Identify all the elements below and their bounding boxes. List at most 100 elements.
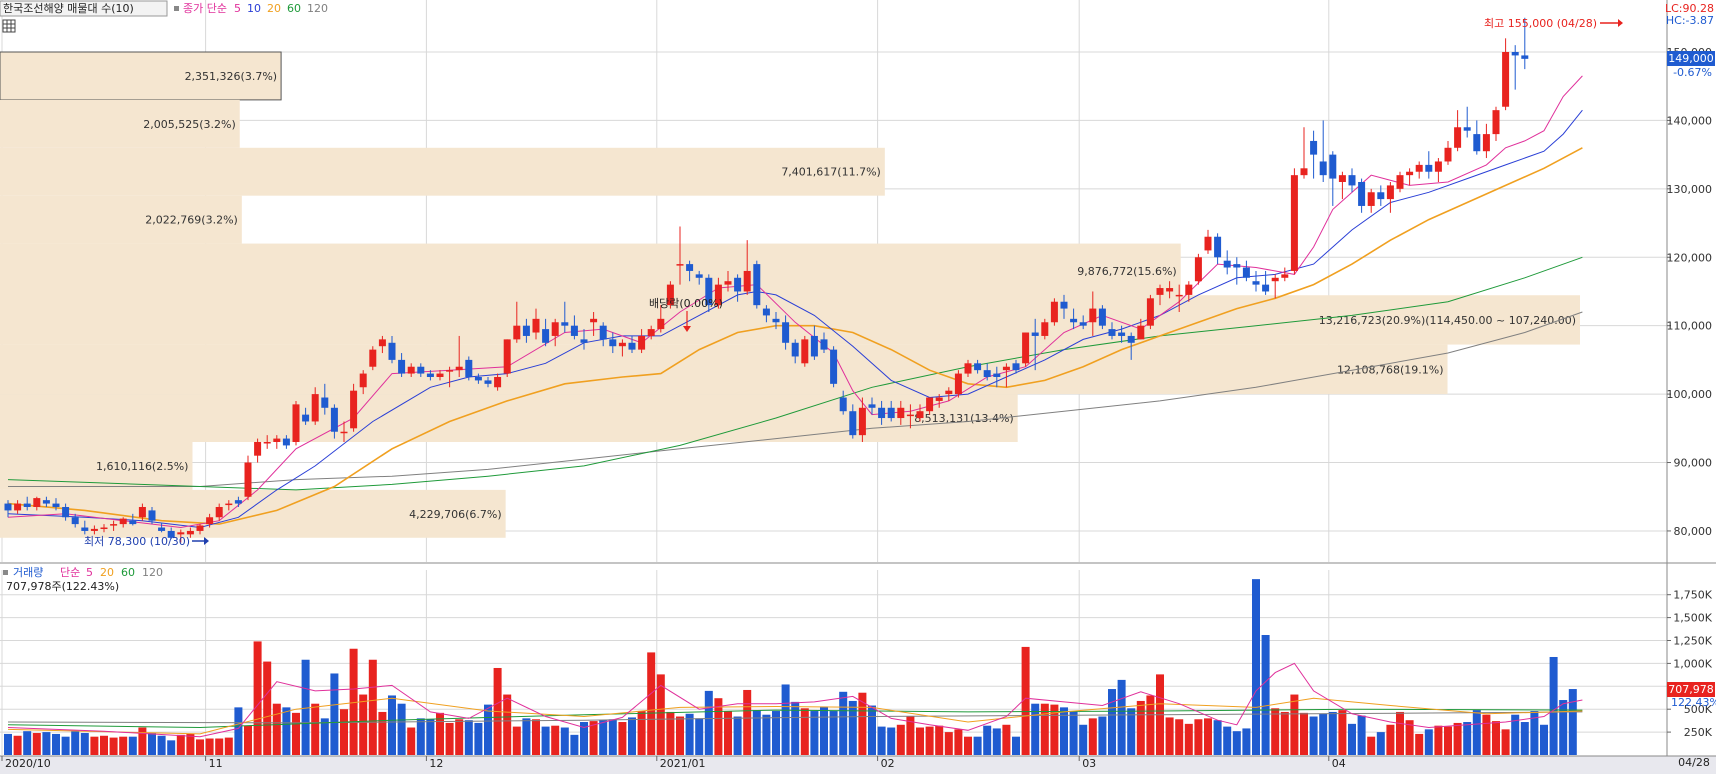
- volume-legend-ma20[interactable]: 20: [100, 566, 114, 579]
- volume-bar[interactable]: [1079, 724, 1088, 755]
- candle[interactable]: [1482, 123, 1490, 159]
- candle-body[interactable]: [801, 339, 809, 364]
- candle-body[interactable]: [1175, 294, 1183, 297]
- candle-body[interactable]: [858, 407, 866, 436]
- candle-body[interactable]: [62, 506, 70, 518]
- candle[interactable]: [1002, 363, 1010, 388]
- candle-body[interactable]: [206, 517, 214, 525]
- candle-body[interactable]: [350, 390, 358, 429]
- volume-bar[interactable]: [1338, 710, 1347, 755]
- candle[interactable]: [1108, 322, 1116, 340]
- candle-body[interactable]: [436, 373, 444, 377]
- candle-body[interactable]: [158, 527, 166, 531]
- candle-body[interactable]: [1041, 322, 1049, 336]
- candle-body[interactable]: [1214, 236, 1222, 258]
- candle[interactable]: [1041, 318, 1049, 340]
- volume-bar[interactable]: [628, 717, 636, 755]
- price-legend-ma60[interactable]: 60: [287, 2, 301, 15]
- candle-body[interactable]: [580, 339, 588, 343]
- volume-bar[interactable]: [781, 684, 790, 755]
- candle[interactable]: [858, 397, 866, 442]
- candle-body[interactable]: [878, 407, 886, 419]
- candle-body[interactable]: [839, 397, 847, 412]
- candle-body[interactable]: [657, 318, 665, 330]
- candle[interactable]: [244, 455, 252, 501]
- candle[interactable]: [666, 281, 674, 309]
- candle[interactable]: [81, 520, 89, 535]
- candle[interactable]: [1175, 284, 1183, 312]
- candle[interactable]: [734, 274, 742, 302]
- candle-body[interactable]: [1012, 363, 1020, 371]
- volume-bar[interactable]: [512, 726, 521, 755]
- volume-bar[interactable]: [301, 659, 310, 755]
- candle-body[interactable]: [244, 462, 252, 497]
- volume-bar[interactable]: [148, 733, 156, 755]
- candle-body[interactable]: [964, 363, 972, 374]
- candle-body[interactable]: [542, 329, 550, 343]
- volume-bar[interactable]: [1453, 722, 1462, 755]
- candle[interactable]: [753, 260, 761, 309]
- candle[interactable]: [311, 387, 319, 425]
- volume-bar[interactable]: [848, 700, 857, 755]
- candle[interactable]: [830, 346, 838, 388]
- volume-bar[interactable]: [1492, 721, 1500, 755]
- volume-bar[interactable]: [695, 718, 704, 755]
- candle-body[interactable]: [830, 349, 838, 384]
- price-legend-ma20[interactable]: 20: [267, 2, 281, 15]
- volume-bar[interactable]: [637, 711, 646, 755]
- candle-body[interactable]: [426, 373, 434, 377]
- candle-body[interactable]: [1118, 332, 1126, 336]
- candle[interactable]: [945, 387, 953, 401]
- candle-body[interactable]: [33, 498, 41, 507]
- candle-body[interactable]: [263, 441, 271, 444]
- candle[interactable]: [1252, 270, 1260, 292]
- volume-bar[interactable]: [964, 736, 972, 755]
- candle-body[interactable]: [868, 404, 876, 408]
- candle[interactable]: [609, 332, 617, 354]
- candle-body[interactable]: [1022, 332, 1030, 364]
- candle[interactable]: [494, 373, 502, 391]
- volume-bar[interactable]: [100, 735, 108, 755]
- candle-body[interactable]: [1406, 171, 1414, 176]
- volume-bar[interactable]: [1444, 726, 1452, 755]
- volume-bar[interactable]: [829, 711, 838, 755]
- volume-bar[interactable]: [714, 698, 723, 755]
- candle[interactable]: [474, 373, 482, 384]
- candle-body[interactable]: [186, 530, 194, 535]
- candle-body[interactable]: [590, 318, 598, 323]
- volume-legend-ma120[interactable]: 120: [142, 566, 163, 579]
- volume-legend-ma60[interactable]: 60: [121, 566, 135, 579]
- candlesticks[interactable]: [4, 17, 1529, 543]
- candle[interactable]: [993, 366, 1001, 388]
- candle[interactable]: [570, 315, 578, 340]
- volume-bar[interactable]: [1040, 703, 1049, 755]
- candle-body[interactable]: [695, 274, 703, 278]
- volume-bar[interactable]: [935, 725, 944, 755]
- candle[interactable]: [234, 496, 242, 507]
- candle-body[interactable]: [1281, 274, 1289, 278]
- candle[interactable]: [23, 496, 31, 511]
- volume-bar[interactable]: [436, 712, 444, 755]
- volume-bar[interactable]: [1396, 711, 1404, 755]
- candle[interactable]: [129, 513, 137, 526]
- candle[interactable]: [580, 329, 588, 350]
- candle[interactable]: [340, 421, 348, 442]
- candle[interactable]: [1300, 127, 1308, 179]
- candle[interactable]: [1454, 110, 1462, 152]
- candle-body[interactable]: [1098, 308, 1106, 326]
- candle[interactable]: [676, 226, 684, 285]
- candle-body[interactable]: [628, 342, 636, 350]
- candle[interactable]: [1070, 308, 1078, 330]
- candle[interactable]: [1434, 158, 1442, 182]
- volume-bar[interactable]: [167, 740, 176, 755]
- volume-bar[interactable]: [541, 726, 550, 755]
- volume-legend[interactable]: 거래량 단순 5 20 60 120 707,978주(122.43%): [3, 566, 163, 593]
- candle-body[interactable]: [1262, 284, 1270, 292]
- volume-bar[interactable]: [484, 704, 492, 755]
- candle[interactable]: [388, 335, 396, 364]
- candle-body[interactable]: [753, 264, 761, 306]
- candle[interactable]: [119, 517, 127, 528]
- candle-body[interactable]: [849, 411, 857, 436]
- candle[interactable]: [743, 240, 751, 295]
- candle[interactable]: [590, 311, 598, 336]
